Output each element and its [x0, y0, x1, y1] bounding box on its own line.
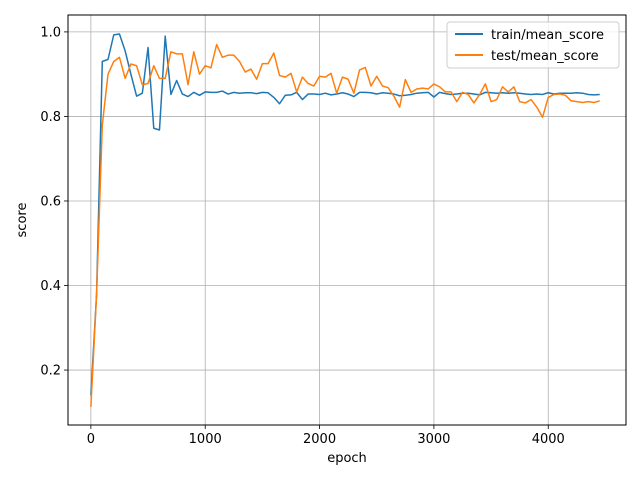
x-axis-ticks: 0 1000 2000 3000 4000: [87, 425, 565, 447]
y-axis-label: score: [15, 203, 30, 238]
x-tick-label: 0: [87, 432, 95, 447]
legend: train/mean_score test/mean_score: [446, 21, 620, 69]
x-tick-label: 3000: [417, 432, 450, 447]
plot-frame: [67, 14, 627, 426]
y-tick-label: 0.2: [40, 364, 61, 379]
series-lines: [90, 33, 600, 407]
x-tick-label: 4000: [532, 432, 565, 447]
y-tick-label: 0.8: [40, 110, 61, 125]
x-tick-label: 2000: [303, 432, 336, 447]
legend-label-train: train/mean_score: [491, 28, 604, 43]
series-line-train: [90, 33, 600, 396]
x-axis-label: epoch: [327, 451, 367, 466]
legend-label-test: test/mean_score: [491, 49, 599, 64]
y-axis-ticks: 0.2 0.4 0.6 0.8 1.0: [40, 25, 68, 379]
y-tick-label: 0.6: [40, 194, 61, 209]
series-line-test: [90, 43, 600, 407]
y-tick-label: 1.0: [40, 25, 61, 40]
y-tick-label: 0.4: [40, 279, 61, 294]
x-tick-label: 1000: [189, 432, 222, 447]
legend-box: [446, 21, 620, 69]
